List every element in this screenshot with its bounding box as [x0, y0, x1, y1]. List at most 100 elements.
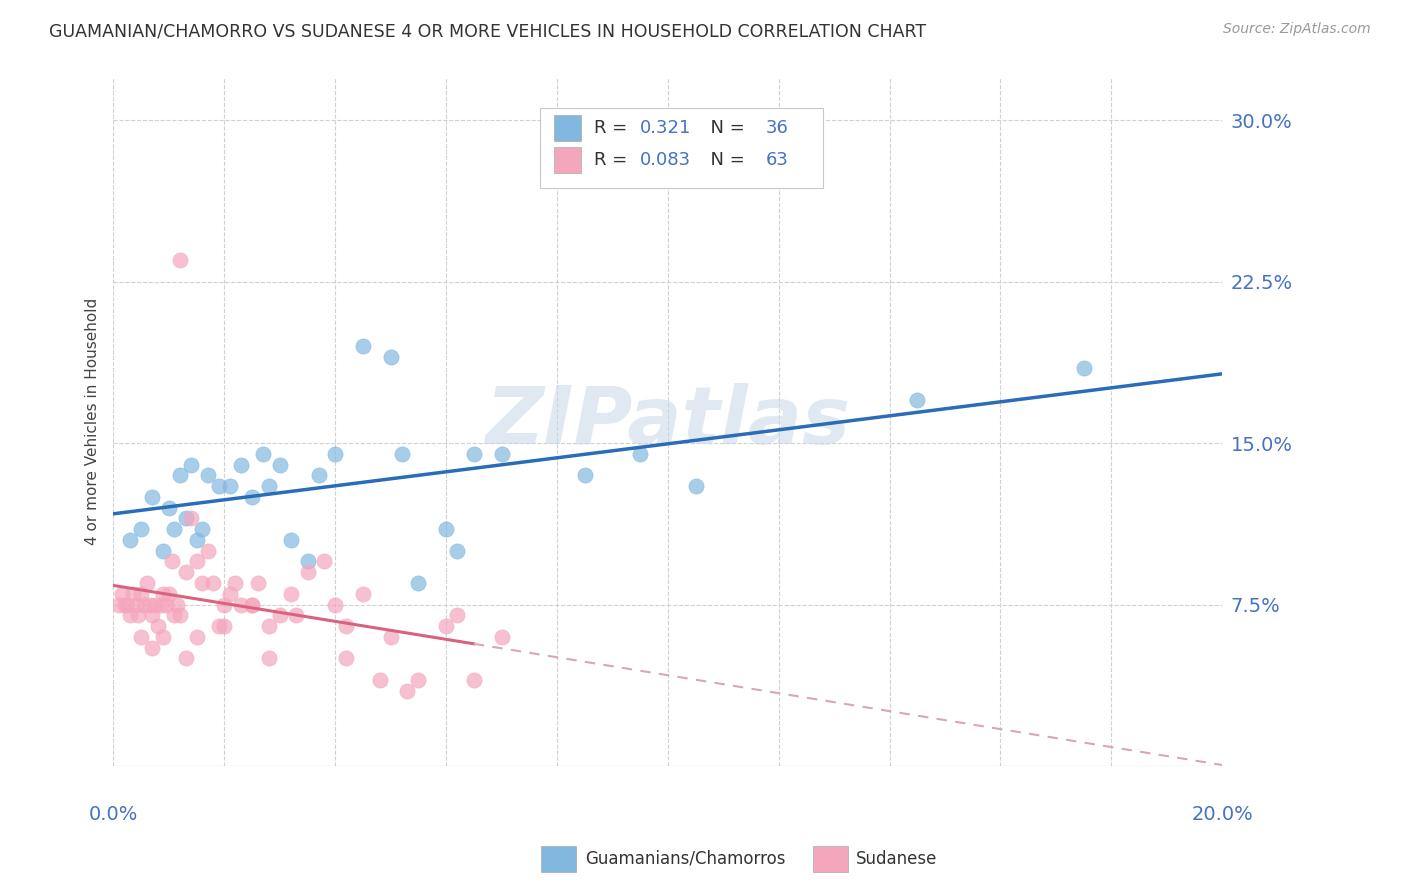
Point: [138, 598, 160, 612]
Point: [380, 630, 402, 644]
Point: [208, 619, 231, 633]
Point: [208, 479, 231, 493]
Point: [146, 619, 169, 633]
Point: [157, 587, 180, 601]
Point: [141, 608, 163, 623]
Point: [157, 500, 180, 515]
Point: [132, 598, 155, 612]
Point: [108, 598, 131, 612]
Y-axis label: 4 or more Vehicles in Household: 4 or more Vehicles in Household: [86, 298, 100, 545]
Bar: [554, 114, 581, 141]
Point: [905, 393, 928, 408]
Point: [323, 447, 346, 461]
Point: [323, 598, 346, 612]
Bar: [554, 147, 581, 173]
Point: [141, 490, 163, 504]
Point: [122, 587, 145, 601]
Point: [124, 598, 146, 612]
Point: [1073, 360, 1095, 375]
Point: [280, 533, 302, 547]
Point: [197, 468, 219, 483]
Text: N =: N =: [699, 119, 751, 136]
Point: [257, 619, 280, 633]
Point: [174, 511, 197, 525]
Point: [180, 458, 202, 472]
Point: [120, 608, 142, 623]
Text: Source: ZipAtlas.com: Source: ZipAtlas.com: [1223, 22, 1371, 37]
Point: [491, 630, 513, 644]
Point: [166, 598, 188, 612]
Point: [352, 339, 374, 353]
Text: Sudanese: Sudanese: [856, 850, 938, 868]
Point: [135, 576, 157, 591]
Point: [152, 630, 174, 644]
Point: [368, 673, 391, 687]
Point: [491, 447, 513, 461]
Point: [186, 630, 208, 644]
Point: [186, 554, 208, 568]
Point: [152, 543, 174, 558]
Point: [380, 350, 402, 364]
Point: [685, 479, 707, 493]
Point: [197, 543, 219, 558]
Point: [280, 587, 302, 601]
Point: [169, 468, 191, 483]
Point: [257, 479, 280, 493]
Point: [169, 253, 191, 268]
Point: [224, 576, 246, 591]
Point: [308, 468, 330, 483]
Point: [141, 640, 163, 655]
Text: R =: R =: [593, 151, 633, 169]
Text: 0.0%: 0.0%: [89, 805, 138, 823]
Point: [391, 447, 413, 461]
Point: [314, 554, 336, 568]
Point: [143, 598, 166, 612]
Text: 0.083: 0.083: [640, 151, 692, 169]
Point: [335, 651, 357, 665]
Point: [285, 608, 308, 623]
Point: [129, 630, 152, 644]
FancyBboxPatch shape: [540, 109, 823, 187]
Point: [408, 576, 430, 591]
Text: N =: N =: [699, 151, 751, 169]
Point: [160, 554, 183, 568]
Text: 36: 36: [765, 119, 789, 136]
Point: [396, 683, 419, 698]
Point: [163, 608, 186, 623]
Point: [214, 619, 236, 633]
Point: [174, 566, 197, 580]
Point: [434, 522, 457, 536]
Point: [463, 673, 485, 687]
Text: 20.0%: 20.0%: [1191, 805, 1253, 823]
Point: [240, 598, 263, 612]
Text: R =: R =: [593, 119, 633, 136]
Point: [129, 587, 152, 601]
Point: [269, 608, 291, 623]
Point: [120, 533, 142, 547]
Point: [297, 554, 319, 568]
Text: GUAMANIAN/CHAMORRO VS SUDANESE 4 OR MORE VEHICLES IN HOUSEHOLD CORRELATION CHART: GUAMANIAN/CHAMORRO VS SUDANESE 4 OR MORE…: [49, 22, 927, 40]
Point: [174, 651, 197, 665]
Point: [202, 576, 225, 591]
Point: [628, 447, 651, 461]
Point: [214, 598, 236, 612]
Point: [463, 447, 485, 461]
Point: [240, 598, 263, 612]
Text: 0.321: 0.321: [640, 119, 692, 136]
Point: [180, 511, 202, 525]
Point: [335, 619, 357, 633]
Point: [434, 619, 457, 633]
Point: [191, 522, 214, 536]
Point: [163, 522, 186, 536]
Text: ZIPatlas: ZIPatlas: [485, 383, 851, 460]
Point: [186, 533, 208, 547]
Point: [257, 651, 280, 665]
Text: Guamanians/Chamorros: Guamanians/Chamorros: [585, 850, 786, 868]
Point: [446, 543, 468, 558]
Point: [246, 576, 269, 591]
Point: [229, 458, 252, 472]
Point: [297, 566, 319, 580]
Point: [191, 576, 214, 591]
Point: [219, 587, 242, 601]
Point: [252, 447, 274, 461]
